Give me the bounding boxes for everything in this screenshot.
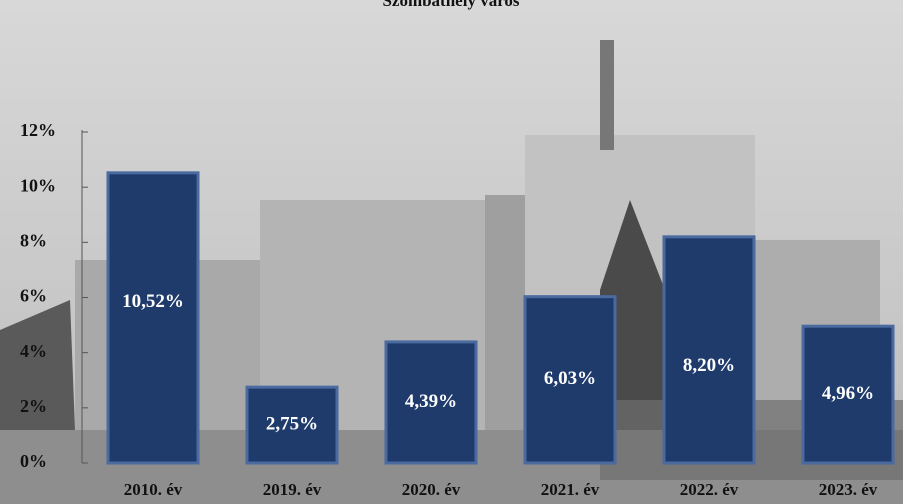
- bar: [523, 295, 617, 465]
- y-tick-label: 2%: [20, 396, 47, 416]
- value-label: 4,96%: [822, 383, 874, 404]
- x-tick-label: 2023. év: [819, 480, 878, 499]
- value-label: 4,39%: [405, 391, 457, 412]
- value-label: 6,03%: [544, 368, 596, 389]
- bar: [801, 324, 895, 465]
- value-label: 10,52%: [122, 291, 184, 312]
- y-tick-label: 8%: [20, 230, 47, 250]
- bar: [245, 385, 339, 465]
- bar: [662, 235, 756, 465]
- chart-title: Szombathely város: [382, 0, 519, 10]
- x-tick-label: 2020. év: [402, 480, 461, 499]
- x-tick-label: 2019. év: [263, 480, 322, 499]
- value-label: 2,75%: [266, 413, 318, 434]
- y-tick-label: 12%: [20, 120, 56, 140]
- y-tick-label: 10%: [20, 175, 56, 195]
- y-tick-label: 6%: [20, 286, 47, 306]
- x-tick-label: 2021. év: [541, 480, 600, 499]
- bar: [106, 171, 200, 465]
- y-tick-label: 0%: [20, 451, 47, 471]
- x-tick-label: 2022. év: [680, 480, 739, 499]
- bar: [384, 340, 478, 465]
- value-label: 8,20%: [683, 355, 735, 376]
- x-tick-label: 2010. év: [124, 480, 183, 499]
- y-tick-label: 4%: [20, 341, 47, 361]
